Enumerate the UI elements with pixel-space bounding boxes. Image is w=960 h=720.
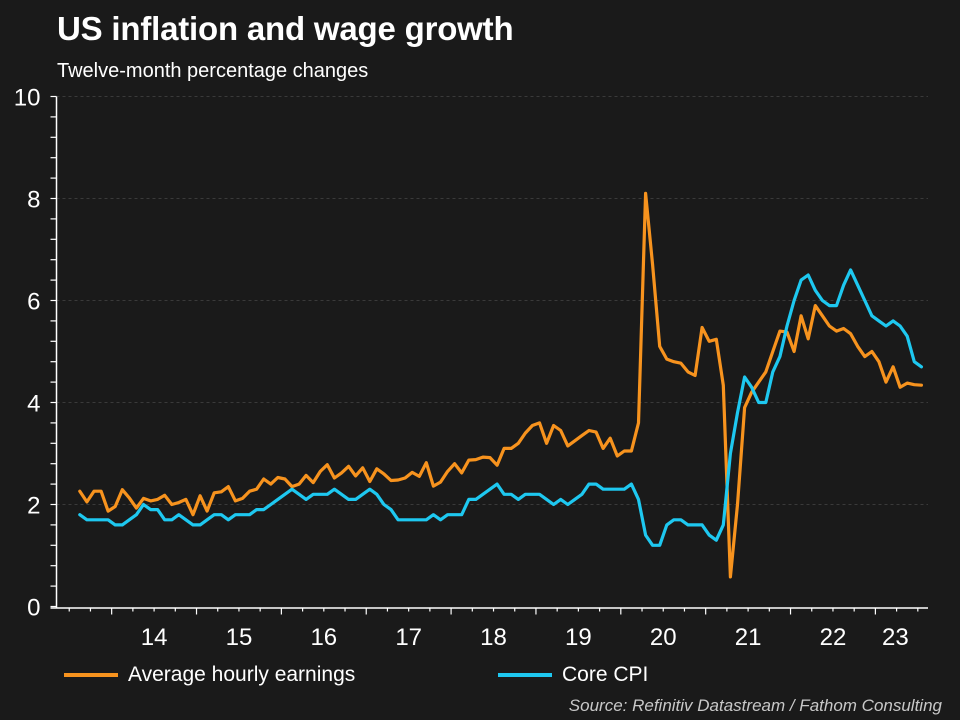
x-tick-label: 16 <box>310 624 337 651</box>
y-tick-label: 0 <box>27 595 40 622</box>
x-tick-label: 23 <box>882 624 909 651</box>
series-lines <box>78 191 923 579</box>
y-axis: 0 2 4 6 8 10 <box>14 85 58 622</box>
x-axis: 14 15 16 17 18 19 20 21 22 23 <box>50 607 928 651</box>
x-tick-label: 18 <box>480 624 507 651</box>
legend-item-average-hourly-earnings: Average hourly earnings <box>64 663 355 687</box>
legend-swatch-core-cpi <box>498 673 552 677</box>
legend-item-core-cpi: Core CPI <box>498 663 648 687</box>
series-line-average-hourly-earnings <box>78 191 923 579</box>
legend-label: Average hourly earnings <box>128 663 356 686</box>
x-tick-label: 22 <box>820 624 847 651</box>
gridlines <box>56 96 928 505</box>
legend-swatch-average-hourly-earnings <box>64 673 118 677</box>
y-tick-label: 6 <box>27 289 40 316</box>
series-line-core-cpi <box>78 268 923 547</box>
y-tick-label: 2 <box>27 493 40 520</box>
source-note: Source: Refinitiv Datastream / Fathom Co… <box>568 696 942 715</box>
chart-subtitle: Twelve-month percentage changes <box>57 60 369 82</box>
y-tick-label: 4 <box>27 391 40 418</box>
chart-title: US inflation and wage growth <box>57 10 514 47</box>
x-tick-label: 14 <box>141 624 168 651</box>
x-tick-label: 20 <box>650 624 677 651</box>
x-tick-label: 17 <box>395 624 422 651</box>
x-tick-label: 15 <box>226 624 253 651</box>
y-tick-label: 8 <box>27 187 40 214</box>
legend-label: Core CPI <box>562 663 649 686</box>
x-tick-label: 21 <box>735 624 762 651</box>
x-tick-label: 19 <box>565 624 592 651</box>
y-tick-label: 10 <box>14 85 41 112</box>
